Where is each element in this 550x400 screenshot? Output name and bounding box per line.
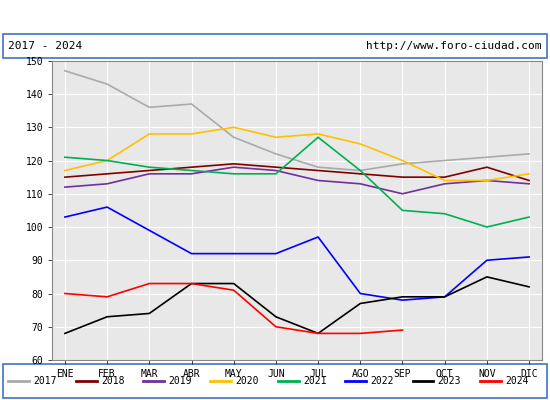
Text: 2017: 2017 (34, 376, 57, 386)
Text: 2021: 2021 (303, 376, 327, 386)
Text: 2023: 2023 (438, 376, 461, 386)
Text: 2020: 2020 (235, 376, 259, 386)
Text: http://www.foro-ciudad.com: http://www.foro-ciudad.com (366, 41, 542, 51)
Text: 2019: 2019 (168, 376, 192, 386)
Text: 2017 - 2024: 2017 - 2024 (8, 41, 82, 51)
Text: 2024: 2024 (505, 376, 529, 386)
Text: 2022: 2022 (371, 376, 394, 386)
Text: Evolucion del paro registrado en Feria: Evolucion del paro registrado en Feria (109, 9, 441, 24)
Text: 2018: 2018 (101, 376, 124, 386)
